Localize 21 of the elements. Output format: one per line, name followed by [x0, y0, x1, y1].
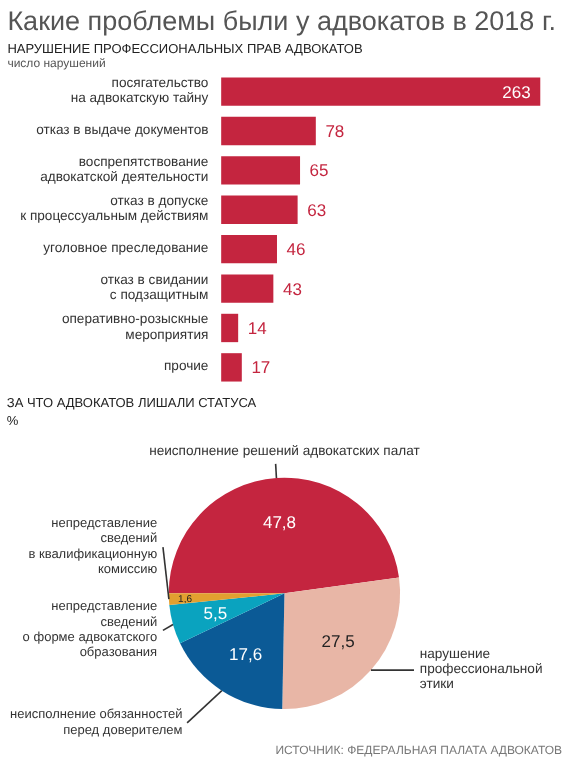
bar	[221, 156, 301, 185]
data-label: 14	[247, 317, 268, 338]
data-label: 5,5	[203, 602, 228, 623]
bar	[221, 77, 541, 106]
data-label: 47,8	[262, 511, 297, 532]
data-label: 17	[251, 357, 271, 378]
bar	[221, 353, 242, 382]
data-label: 263	[502, 81, 532, 102]
data-label: 17,6	[229, 643, 263, 664]
bar	[221, 116, 316, 146]
data-label: 78	[325, 121, 345, 141]
data-label: 43	[282, 278, 303, 299]
data-label: 63	[307, 199, 327, 220]
data-label: 27,5	[321, 630, 356, 651]
data-label: 46	[286, 239, 307, 260]
chart-title: Какие проблемы были у адвокатов в 2018 г.	[7, 6, 556, 37]
bar	[221, 235, 277, 264]
bar	[221, 313, 239, 343]
data-label: 65	[309, 160, 330, 181]
bar	[221, 195, 298, 224]
bar	[221, 274, 274, 303]
